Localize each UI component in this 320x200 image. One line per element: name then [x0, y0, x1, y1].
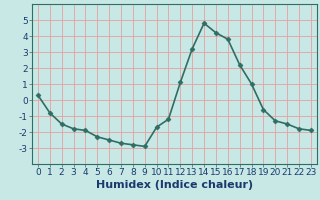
X-axis label: Humidex (Indice chaleur): Humidex (Indice chaleur) — [96, 180, 253, 190]
